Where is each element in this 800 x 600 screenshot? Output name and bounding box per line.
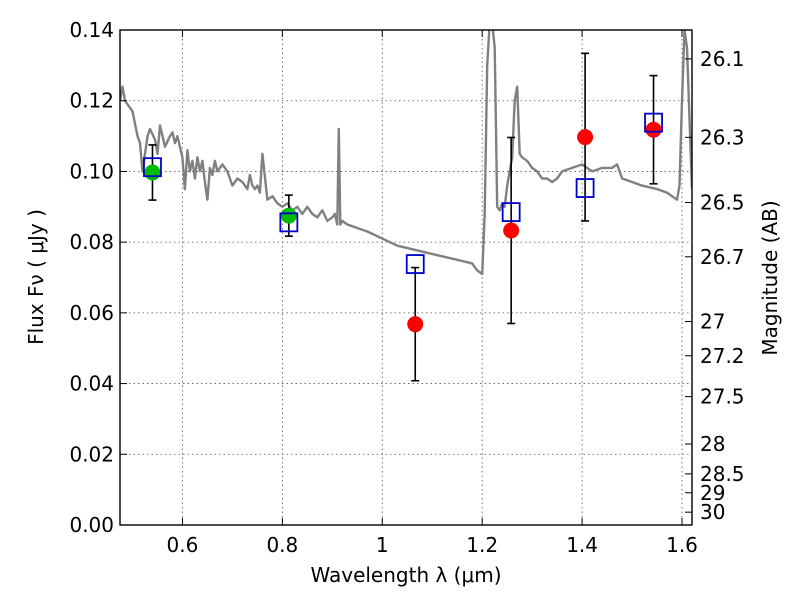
right-axis-label: Magnitude (AB)	[758, 200, 782, 355]
x-tick-label: 1.4	[566, 533, 598, 557]
y-tick-label: 0.06	[69, 301, 114, 325]
plot-frame	[119, 29, 693, 526]
green-data-point	[144, 164, 161, 181]
grid	[120, 29, 692, 526]
model-photometry-square	[501, 202, 521, 222]
y-tick-label: 0.10	[69, 159, 114, 183]
x-axis-label: Wavelength λ (μm)	[310, 563, 501, 587]
mag-tick-label: 28.5	[700, 462, 745, 486]
ticks-layer: 0.6 0.8 1 1.2 1.4 1.6 0.00 0.02 0.04 0.06 0.08 0.10…	[69, 18, 744, 557]
y-tick-label: 0.00	[69, 513, 114, 537]
red-data-point	[577, 129, 594, 146]
model-photometry-square	[405, 254, 425, 274]
y-tick-label: 0.14	[69, 18, 114, 42]
mag-tick-label: 28	[700, 432, 725, 456]
mag-tick-label: 29	[700, 481, 725, 505]
red-data-point	[645, 121, 662, 138]
green-data-point	[280, 207, 297, 224]
x-tick-label: 0.6	[167, 533, 199, 557]
red-data-point	[503, 222, 520, 239]
y-tick-label: 0.12	[69, 89, 114, 113]
x-tick-label: 1.2	[466, 533, 498, 557]
x-tick-label: 1.6	[666, 533, 698, 557]
model-photometry-square	[644, 112, 663, 133]
y-tick-label: 0.08	[69, 230, 114, 254]
mag-tick-label: 26.7	[700, 245, 745, 269]
model-photometry-square	[279, 212, 299, 233]
mag-tick-label: 27.5	[700, 385, 745, 409]
red-data-point	[407, 316, 424, 333]
x-tick-label: 0.8	[266, 533, 298, 557]
model-photometry-square	[575, 178, 595, 198]
y-axis-label: Flux Fν ( μJy )	[24, 209, 48, 345]
mag-tick-label: 27.2	[700, 344, 745, 368]
model-spectrum-line	[120, 30, 692, 276]
y-tick-label: 0.04	[69, 372, 114, 396]
mag-tick-label: 30	[700, 500, 725, 524]
mag-tick-label: 26.5	[700, 191, 745, 215]
mag-tick-label: 27	[700, 310, 725, 334]
y-tick-label: 0.02	[69, 442, 114, 466]
mag-tick-label: 26.1	[700, 47, 745, 71]
x-tick-label: 1	[376, 533, 389, 557]
mag-tick-label: 26.3	[700, 125, 745, 149]
model-photometry-square	[143, 157, 162, 178]
data-points-layer	[143, 52, 663, 382]
model-spectrum-layer	[120, 30, 692, 276]
